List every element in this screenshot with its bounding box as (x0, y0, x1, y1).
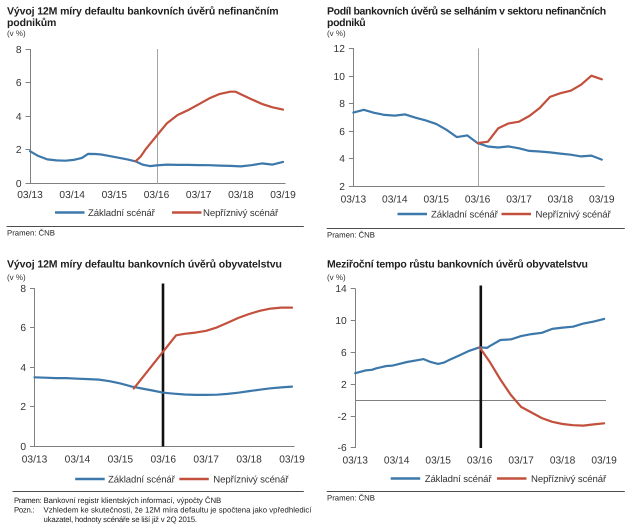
svg-text:Pramen:: Pramen: (7, 228, 36, 237)
svg-text:podniků: podniků (327, 17, 365, 29)
svg-text:-6: -6 (338, 443, 347, 454)
svg-text:6: 6 (339, 127, 345, 138)
svg-text:03/14: 03/14 (382, 195, 408, 206)
svg-text:ČNB: ČNB (359, 493, 375, 502)
svg-text:(v %): (v %) (7, 29, 26, 38)
svg-text:03/18: 03/18 (236, 455, 262, 466)
svg-text:Základní scénář: Základní scénář (425, 474, 493, 485)
svg-text:Bankovní registr klientských i: Bankovní registr klientských informací, … (44, 496, 222, 505)
svg-text:ČNB: ČNB (359, 231, 375, 240)
svg-text:Nepříznivý scénář: Nepříznivý scénář (213, 475, 289, 486)
svg-text:03/19: 03/19 (589, 195, 615, 206)
svg-text:03/17: 03/17 (193, 455, 219, 466)
svg-text:03/14: 03/14 (65, 455, 91, 466)
svg-text:03/16: 03/16 (467, 456, 493, 467)
svg-text:03/14: 03/14 (384, 456, 410, 467)
svg-text:Podíl bankovních úvěrů se selh: Podíl bankovních úvěrů se selháním v sek… (327, 5, 606, 17)
svg-text:(v %): (v %) (327, 273, 346, 282)
svg-text:Nepříznivý scénář: Nepříznivý scénář (203, 208, 279, 219)
svg-text:2: 2 (16, 145, 22, 156)
svg-text:8: 8 (16, 45, 22, 56)
svg-text:Vývoj 12M míry defaultu bankov: Vývoj 12M míry defaultu bankovních úvěrů… (7, 259, 282, 271)
svg-text:Pramen:: Pramen: (327, 231, 356, 240)
svg-text:10: 10 (335, 316, 347, 327)
svg-text:03/15: 03/15 (423, 195, 449, 206)
svg-text:14: 14 (335, 284, 347, 295)
svg-text:6: 6 (341, 348, 347, 359)
svg-text:03/18: 03/18 (548, 195, 574, 206)
svg-text:03/15: 03/15 (102, 190, 128, 201)
svg-text:03/19: 03/19 (279, 455, 305, 466)
svg-text:0: 0 (16, 179, 22, 190)
svg-text:Nepříznivý scénář: Nepříznivý scénář (531, 474, 607, 485)
svg-text:03/17: 03/17 (186, 190, 212, 201)
svg-text:03/17: 03/17 (506, 195, 532, 206)
svg-text:6: 6 (16, 78, 22, 89)
svg-text:2: 2 (341, 380, 347, 391)
svg-text:8: 8 (20, 284, 26, 295)
svg-text:ukazatel, hodnoty scénáře se l: ukazatel, hodnoty scénáře se liší již v … (44, 515, 197, 524)
svg-text:(v %): (v %) (327, 29, 346, 38)
svg-text:Základní scénář: Základní scénář (88, 208, 156, 219)
svg-text:03/19: 03/19 (270, 190, 296, 201)
svg-text:4: 4 (16, 112, 22, 123)
svg-text:03/13: 03/13 (341, 195, 367, 206)
svg-text:Pozn.:: Pozn.: (14, 506, 34, 515)
svg-text:Vzhledem ke skutečnosti, že 12: Vzhledem ke skutečnosti, že 12M míra def… (44, 506, 313, 515)
svg-text:03/13: 03/13 (17, 190, 43, 201)
svg-text:Základní scénář: Základní scénář (431, 210, 499, 221)
svg-text:03/13: 03/13 (342, 456, 368, 467)
svg-text:ČNB: ČNB (39, 228, 55, 237)
svg-text:03/14: 03/14 (59, 190, 85, 201)
svg-text:Základní scénář: Základní scénář (108, 475, 176, 486)
svg-text:8: 8 (339, 99, 345, 110)
svg-text:Pramen:: Pramen: (327, 493, 356, 502)
svg-text:Pramen:: Pramen: (14, 496, 42, 505)
svg-text:0: 0 (20, 442, 26, 453)
svg-text:podnikům: podnikům (7, 17, 56, 29)
svg-text:03/17: 03/17 (508, 456, 534, 467)
svg-text:2: 2 (20, 402, 26, 413)
svg-text:Nepříznivý scénář: Nepříznivý scénář (536, 210, 612, 221)
svg-text:4: 4 (339, 154, 345, 165)
svg-text:03/16: 03/16 (465, 195, 491, 206)
svg-text:03/16: 03/16 (151, 455, 177, 466)
svg-text:03/18: 03/18 (550, 456, 576, 467)
svg-text:03/19: 03/19 (591, 456, 617, 467)
svg-text:Vývoj 12M míry defaultu bankov: Vývoj 12M míry defaultu bankovních úvěrů… (7, 5, 279, 17)
svg-text:Meziřoční tempo růstu bankovní: Meziřoční tempo růstu bankovních úvěrů o… (327, 259, 588, 271)
svg-text:03/18: 03/18 (228, 190, 254, 201)
svg-text:(v %): (v %) (7, 273, 26, 282)
svg-text:-2: -2 (338, 412, 347, 423)
svg-text:03/15: 03/15 (425, 456, 451, 467)
svg-text:12: 12 (334, 44, 346, 55)
svg-text:03/13: 03/13 (22, 455, 48, 466)
svg-text:4: 4 (20, 363, 26, 374)
svg-text:6: 6 (20, 323, 26, 334)
svg-text:2: 2 (339, 182, 345, 193)
svg-text:10: 10 (334, 72, 346, 83)
svg-text:03/16: 03/16 (144, 190, 170, 201)
svg-text:03/15: 03/15 (108, 455, 134, 466)
